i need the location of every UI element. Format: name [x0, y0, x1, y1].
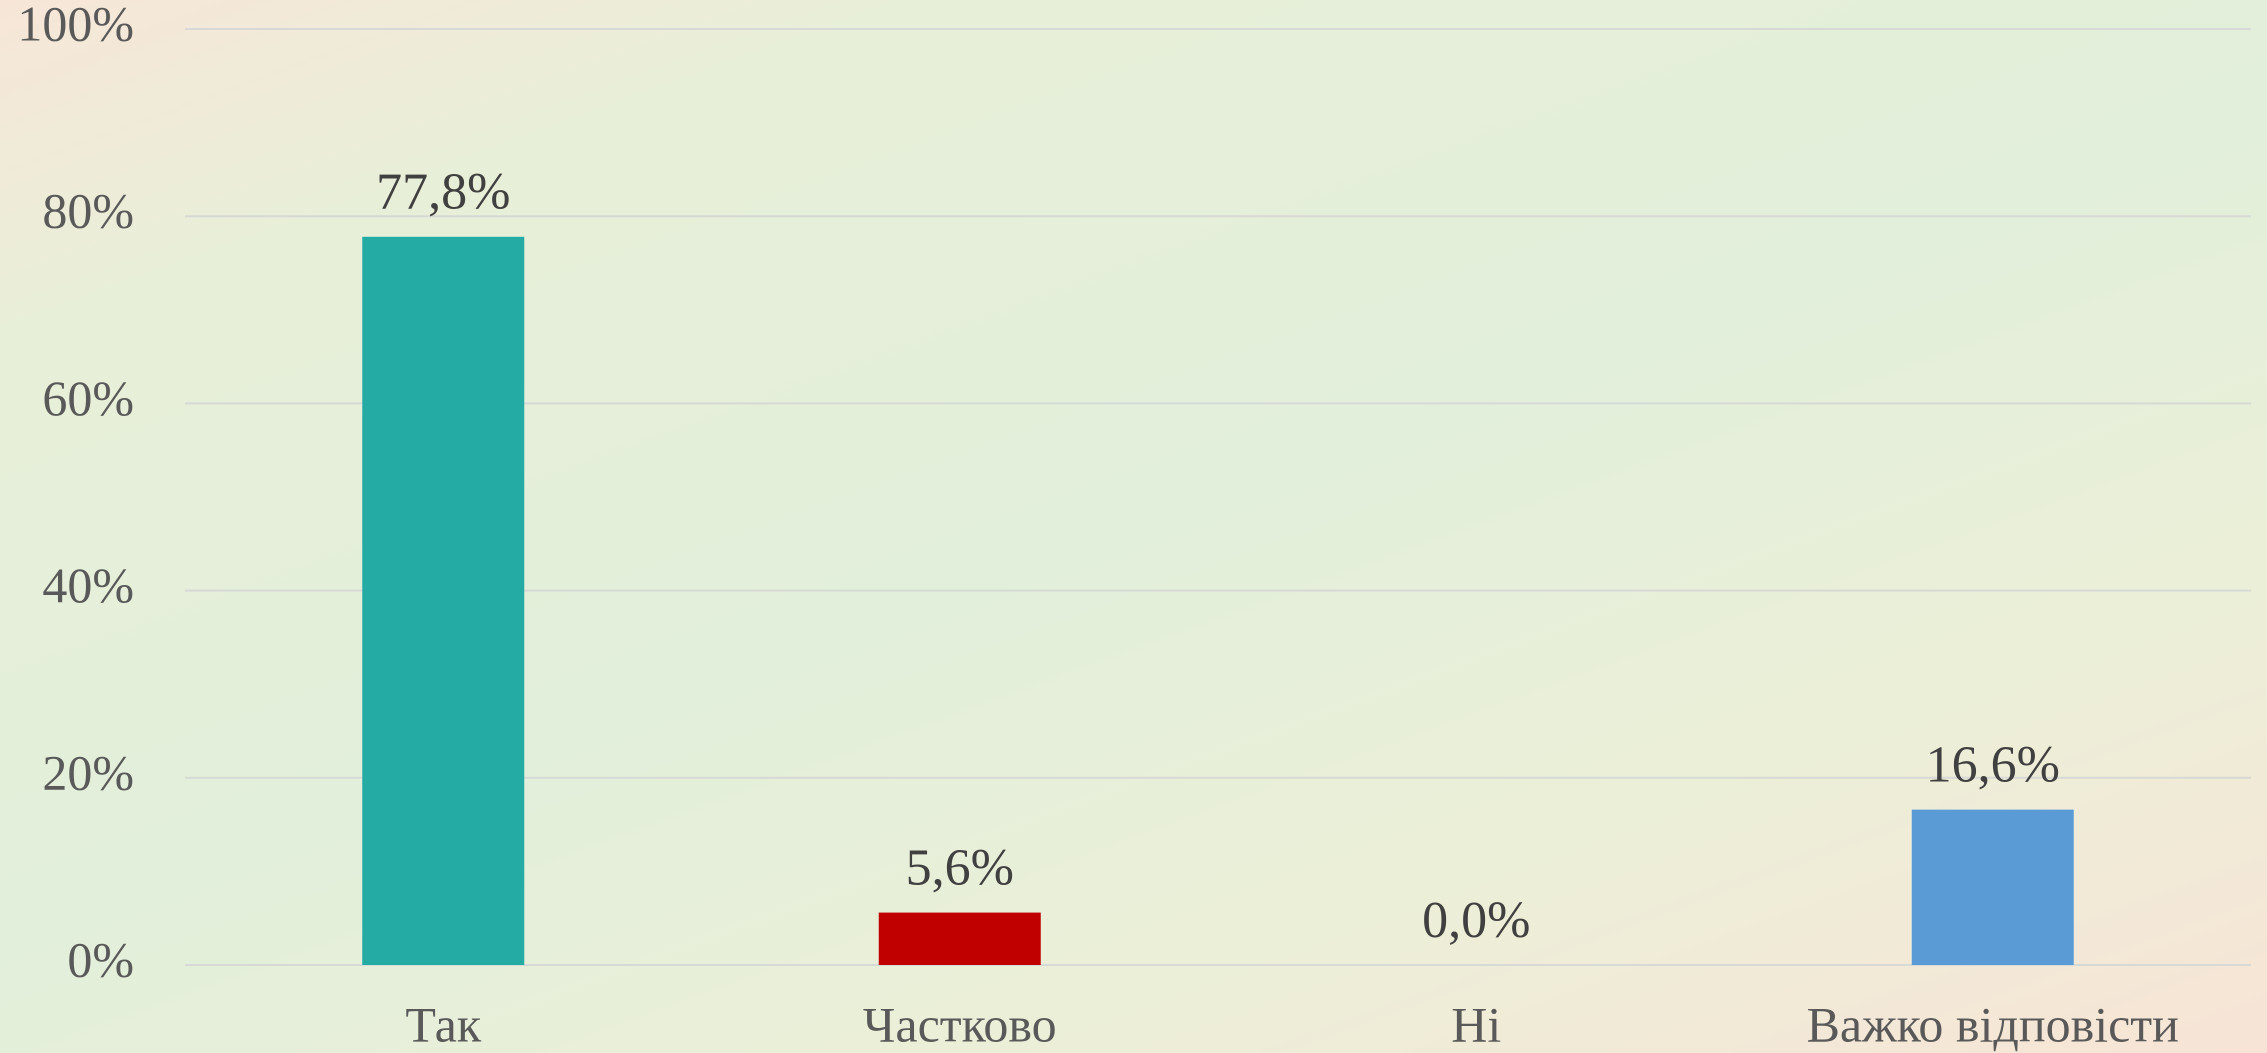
y-tick-label: 40% — [42, 557, 134, 613]
value-label: 77,8% — [376, 164, 510, 221]
value-label: 16,6% — [1926, 737, 2060, 794]
value-label: 0,0% — [1422, 892, 1530, 949]
y-tick-label: 60% — [42, 370, 134, 426]
bar — [878, 912, 1041, 965]
y-tick-label: 20% — [42, 744, 134, 800]
bar — [1911, 809, 2074, 965]
y-tick-label: 100% — [17, 0, 134, 51]
y-tick-label: 0% — [67, 931, 134, 987]
value-label: 5,6% — [906, 840, 1014, 897]
x-tick-label: Ні — [1451, 996, 1501, 1052]
y-tick-label: 80% — [42, 183, 134, 239]
bar — [362, 236, 525, 966]
x-tick-label: Важко відповісти — [1807, 996, 2179, 1052]
x-tick-label: Частково — [863, 996, 1057, 1052]
x-tick-label: Так — [405, 996, 481, 1052]
